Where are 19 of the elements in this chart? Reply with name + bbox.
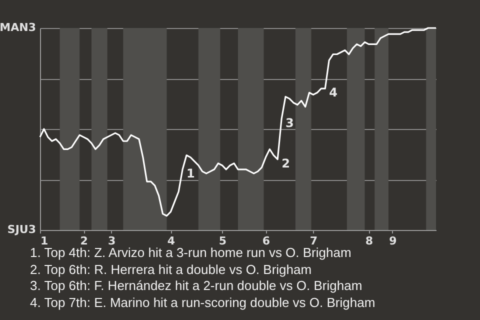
x-tick-label: 7 [310,234,318,248]
annotation: 3 [286,116,294,130]
annotation: 2 [282,156,290,170]
x-tick-label: 8 [365,234,374,248]
x-tick-label: 5 [218,234,226,248]
x-tick-label: 9 [389,234,397,248]
x-tick-label: 3 [108,234,116,248]
text: MAN3 [0,21,36,34]
x-tick-label: 4 [167,234,176,248]
text: 3. Top 6th: F. Hernández hit a 2-run double vs O. Brigham [30,278,364,294]
text: 2. Top 6th: R. Herrera hit a double vs O. Brigham [30,262,313,278]
text: SJU3 [7,223,36,236]
annotation: 1 [186,166,195,180]
x-tick-label: 2 [80,234,88,248]
annotation: 4 [329,86,338,100]
x-tick-label: 6 [262,234,270,248]
text: 1. Top 4th: Z. Arvizo hit a 3-run home run vs O. Brigham [30,245,352,260]
x-tick-label: 1 [40,234,48,248]
text: 4. Top 7th: E. Marino hit a run-scoring double vs O. Brigham [30,294,376,311]
